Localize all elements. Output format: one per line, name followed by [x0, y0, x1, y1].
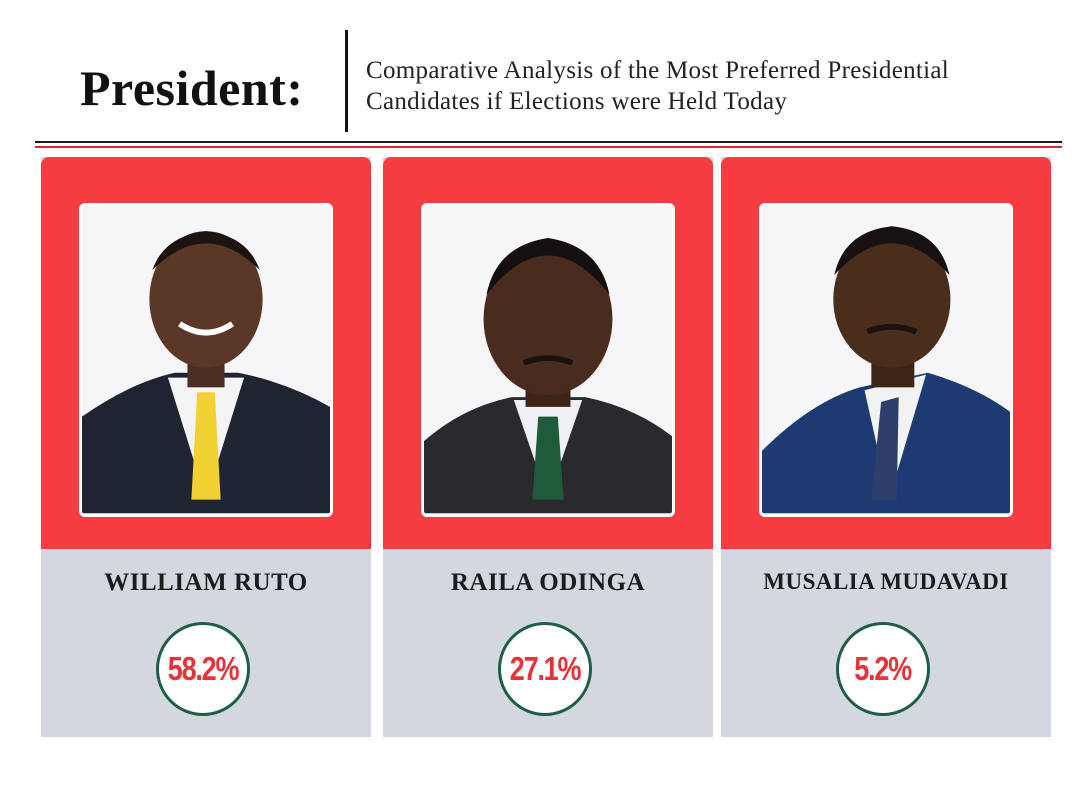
page-subtitle: Comparative Analysis of the Most Preferr… — [366, 55, 1066, 117]
candidate-name: RAILA ODINGA — [450, 569, 646, 596]
candidate-name: MUSALIA MUDAVADI — [763, 569, 1009, 594]
candidate-percent: 5.2% — [854, 650, 913, 687]
card-top — [41, 157, 371, 549]
candidate-portrait-icon — [424, 206, 672, 514]
candidate-portrait-icon — [762, 206, 1010, 514]
candidate-card-mudavadi: MUSALIA MUDAVADI 5.2% — [721, 157, 1051, 737]
page-title: President: — [80, 60, 304, 116]
candidate-photo — [759, 203, 1013, 517]
header-divider — [345, 30, 348, 132]
rule-red — [35, 146, 1062, 148]
candidate-card-ruto: WILLIAM RUTO 58.2% — [41, 157, 371, 737]
percent-badge: 27.1% — [498, 622, 592, 716]
candidate-percent: 58.2% — [167, 650, 240, 687]
card-top — [721, 157, 1051, 549]
candidate-percent: 27.1% — [509, 650, 582, 687]
candidate-photo — [79, 203, 333, 517]
subtitle-line-2: Candidates if Elections were Held Today — [366, 88, 788, 115]
candidate-photo — [421, 203, 675, 517]
percent-badge: 58.2% — [156, 622, 250, 716]
percent-badge: 5.2% — [836, 622, 930, 716]
card-top — [383, 157, 713, 549]
candidate-portrait-icon — [82, 206, 330, 514]
header: President: Comparative Analysis of the M… — [0, 0, 1080, 140]
subtitle-line-1: Comparative Analysis of the Most Preferr… — [366, 57, 950, 84]
rule-black — [35, 141, 1062, 143]
candidate-name: WILLIAM RUTO — [104, 569, 308, 596]
candidate-card-odinga: RAILA ODINGA 27.1% — [383, 157, 713, 737]
